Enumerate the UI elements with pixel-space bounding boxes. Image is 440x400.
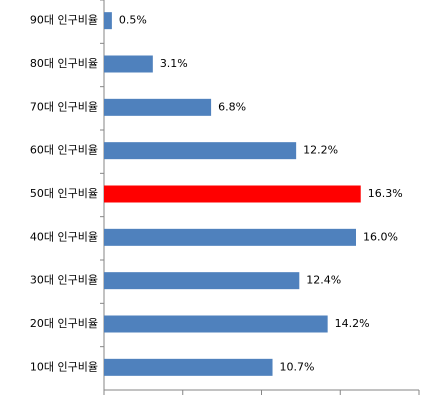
y-tick-label: 90대 인구비율 bbox=[30, 14, 98, 27]
value-label: 0.5% bbox=[119, 14, 147, 27]
value-label: 14.2% bbox=[335, 317, 370, 330]
value-label: 16.0% bbox=[363, 230, 398, 243]
y-tick-label: 10대 인구비율 bbox=[30, 360, 98, 373]
y-tick-label: 50대 인구비율 bbox=[30, 187, 98, 200]
y-tick-label: 70대 인구비율 bbox=[30, 100, 98, 113]
bar bbox=[104, 12, 112, 30]
y-tick-label: 30대 인구비율 bbox=[30, 274, 98, 287]
y-tick-label: 60대 인구비율 bbox=[30, 144, 98, 157]
y-tick-label: 80대 인구비율 bbox=[30, 57, 98, 70]
bar bbox=[104, 98, 212, 116]
bar bbox=[104, 315, 328, 333]
value-label: 12.4% bbox=[306, 274, 341, 287]
bar bbox=[104, 272, 300, 290]
value-label: 12.2% bbox=[303, 144, 338, 157]
value-label: 10.7% bbox=[280, 360, 315, 373]
bar bbox=[104, 228, 356, 246]
y-tick-label: 40대 인구비율 bbox=[30, 230, 98, 243]
value-label: 16.3% bbox=[368, 187, 403, 200]
bar bbox=[104, 358, 273, 376]
value-label: 6.8% bbox=[218, 100, 246, 113]
bar bbox=[104, 185, 361, 203]
value-label: 3.1% bbox=[160, 57, 188, 70]
y-tick-label: 20대 인구비율 bbox=[30, 317, 98, 330]
bar bbox=[104, 55, 153, 73]
bar bbox=[104, 142, 297, 160]
